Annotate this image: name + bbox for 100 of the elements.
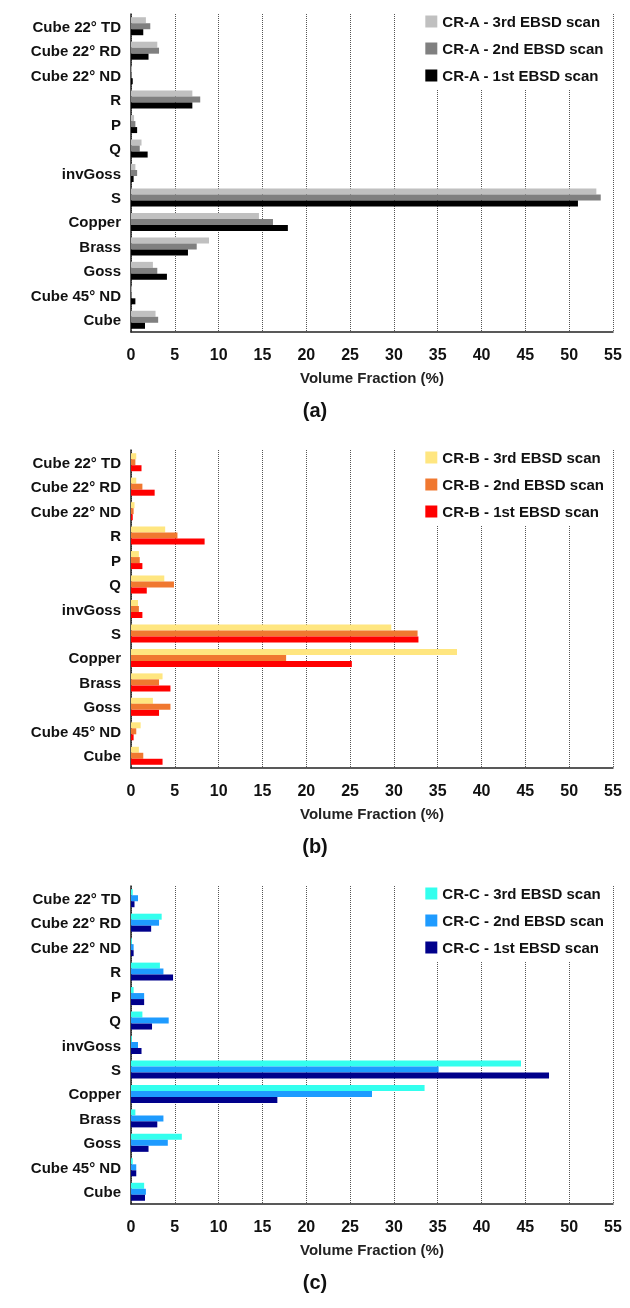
bar bbox=[131, 218, 273, 225]
y-tick-label: Cube 45° ND bbox=[30, 722, 122, 740]
legend-label: CR-A - 2nd EBSD scan bbox=[442, 40, 604, 57]
x-tick-label: 5 bbox=[170, 345, 180, 363]
x-tick-label: 10 bbox=[209, 1217, 228, 1235]
bar bbox=[131, 624, 392, 631]
y-tick-label: Copper bbox=[68, 1085, 122, 1103]
x-axis-title: Volume Fraction (%) bbox=[300, 805, 444, 822]
bar bbox=[131, 612, 143, 618]
bar bbox=[131, 17, 146, 24]
bar bbox=[131, 102, 193, 109]
bar bbox=[131, 919, 160, 926]
x-tick-label: 15 bbox=[253, 1217, 272, 1235]
y-tick-label: Goss bbox=[83, 1134, 121, 1152]
legend-label: CR-C - 3rd EBSD scan bbox=[442, 885, 601, 902]
bar bbox=[131, 709, 160, 716]
bar bbox=[131, 901, 135, 908]
bar bbox=[131, 587, 147, 594]
bar bbox=[131, 968, 164, 975]
legend-label: CR-A - 3rd EBSD scan bbox=[442, 13, 601, 30]
bar bbox=[131, 298, 136, 305]
bar bbox=[131, 477, 137, 484]
bar bbox=[131, 1090, 372, 1097]
bar bbox=[131, 489, 155, 496]
bar bbox=[131, 23, 151, 30]
y-tick-label: Cube 22° TD bbox=[32, 453, 122, 471]
bar bbox=[131, 660, 352, 667]
y-tick-label: Cube 22° RD bbox=[30, 914, 122, 932]
bar bbox=[131, 151, 148, 158]
bar bbox=[131, 237, 209, 244]
y-tick-label: Cube bbox=[83, 311, 121, 329]
bar bbox=[131, 974, 174, 981]
y-tick-label: Copper bbox=[68, 649, 122, 667]
bar bbox=[131, 581, 174, 588]
bar bbox=[131, 636, 419, 643]
bar bbox=[131, 47, 160, 54]
bar bbox=[131, 1188, 146, 1195]
bar bbox=[131, 267, 158, 274]
bar bbox=[131, 538, 205, 545]
bar bbox=[131, 950, 134, 957]
bar bbox=[131, 987, 134, 994]
bar bbox=[131, 224, 288, 231]
bar bbox=[131, 261, 153, 268]
bar bbox=[131, 532, 178, 539]
bar bbox=[131, 630, 418, 637]
x-tick-label: 35 bbox=[428, 1217, 447, 1235]
x-tick-label: 25 bbox=[341, 345, 360, 363]
legend-label: CR-C - 2nd EBSD scan bbox=[442, 912, 605, 929]
bar bbox=[131, 1164, 137, 1171]
bar bbox=[131, 483, 143, 490]
legend-label: CR-A - 1st EBSD scan bbox=[442, 67, 599, 84]
bar bbox=[131, 679, 160, 686]
bar bbox=[131, 212, 259, 219]
bar bbox=[131, 96, 201, 103]
bar bbox=[131, 1115, 164, 1122]
y-tick-label: Cube 45° ND bbox=[30, 286, 122, 304]
x-tick-label: 0 bbox=[126, 1217, 136, 1235]
x-axis-title: Volume Fraction (%) bbox=[300, 1241, 444, 1258]
x-tick-label: 50 bbox=[560, 781, 579, 799]
x-tick-label: 40 bbox=[472, 781, 491, 799]
bar bbox=[131, 1017, 169, 1024]
x-tick-label: 15 bbox=[253, 781, 272, 799]
bar bbox=[131, 1060, 521, 1067]
bar bbox=[131, 654, 287, 661]
y-tick-label: Cube 22° ND bbox=[30, 66, 122, 84]
y-tick-label: P bbox=[110, 987, 121, 1005]
legend-label: CR-B - 1st EBSD scan bbox=[442, 503, 600, 520]
bar bbox=[131, 322, 146, 329]
legend-label: CR-B - 3rd EBSD scan bbox=[442, 449, 601, 466]
x-tick-label: 40 bbox=[472, 1217, 491, 1235]
bar bbox=[131, 1121, 158, 1128]
x-tick-label: 35 bbox=[428, 345, 447, 363]
bar bbox=[131, 1072, 550, 1079]
bar bbox=[131, 551, 139, 558]
bar bbox=[131, 685, 171, 692]
bar bbox=[131, 1011, 143, 1018]
bar bbox=[131, 1042, 139, 1048]
y-tick-label: invGoss bbox=[61, 600, 121, 618]
x-tick-label: 50 bbox=[560, 1217, 579, 1235]
x-tick-label: 15 bbox=[253, 345, 272, 363]
x-tick-label: 30 bbox=[385, 781, 403, 799]
y-tick-label: invGoss bbox=[61, 164, 121, 182]
y-tick-label: Cube 22° ND bbox=[30, 502, 122, 520]
bar bbox=[131, 508, 134, 515]
bar bbox=[131, 170, 138, 176]
y-tick-label: Cube 22° TD bbox=[32, 889, 122, 907]
bar bbox=[131, 1109, 136, 1116]
bar bbox=[131, 648, 458, 655]
bar bbox=[131, 526, 166, 533]
bar bbox=[131, 673, 163, 680]
x-tick-label: 50 bbox=[560, 345, 579, 363]
bar bbox=[131, 703, 171, 710]
bar bbox=[131, 459, 136, 466]
bar bbox=[131, 746, 139, 753]
bar bbox=[131, 502, 135, 509]
bar bbox=[131, 944, 134, 951]
bar bbox=[131, 127, 138, 134]
text: (a) bbox=[302, 399, 328, 421]
bar bbox=[131, 273, 167, 280]
bar bbox=[131, 1139, 168, 1146]
